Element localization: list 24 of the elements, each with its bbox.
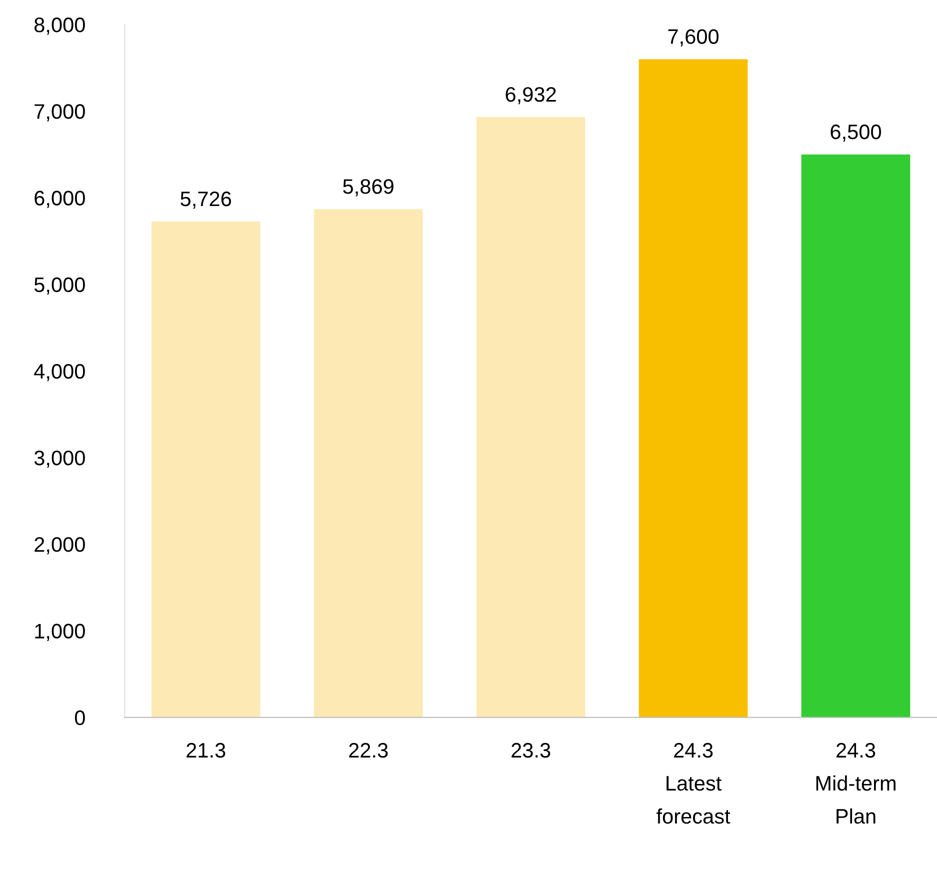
y-tick-label: 0 [74,710,85,726]
y-tick-label: 3,000 [34,450,85,468]
bar [638,59,748,718]
x-tick-label: 23.3 [512,742,550,758]
y-tick-label: 5,000 [34,277,85,295]
x-tick-label: 21.3 [186,742,226,758]
y-tick-label: 7,000 [34,104,85,122]
x-tick-label: 22.3 [349,742,388,758]
y-tick-label: 6,000 [34,190,85,208]
x-tick-label: 24.3 Mid-term Plan [816,742,896,824]
data-label: 5,869 [343,179,394,196]
y-tick-label: 2,000 [34,537,85,554]
x-tick-label: 24.3 Latest forecast [656,742,730,824]
data-label: 7,600 [668,29,719,46]
y-tick-label: 1,000 [35,624,85,641]
bar [801,154,910,718]
bar [151,221,260,718]
data-label: 6,932 [506,87,556,104]
y-tick-label: 8,000 [34,18,85,35]
data-label: 6,500 [830,124,882,142]
bar [314,209,423,718]
y-tick-label: 4,000 [34,364,85,382]
data-label: 5,726 [180,192,232,209]
bar [476,117,586,718]
